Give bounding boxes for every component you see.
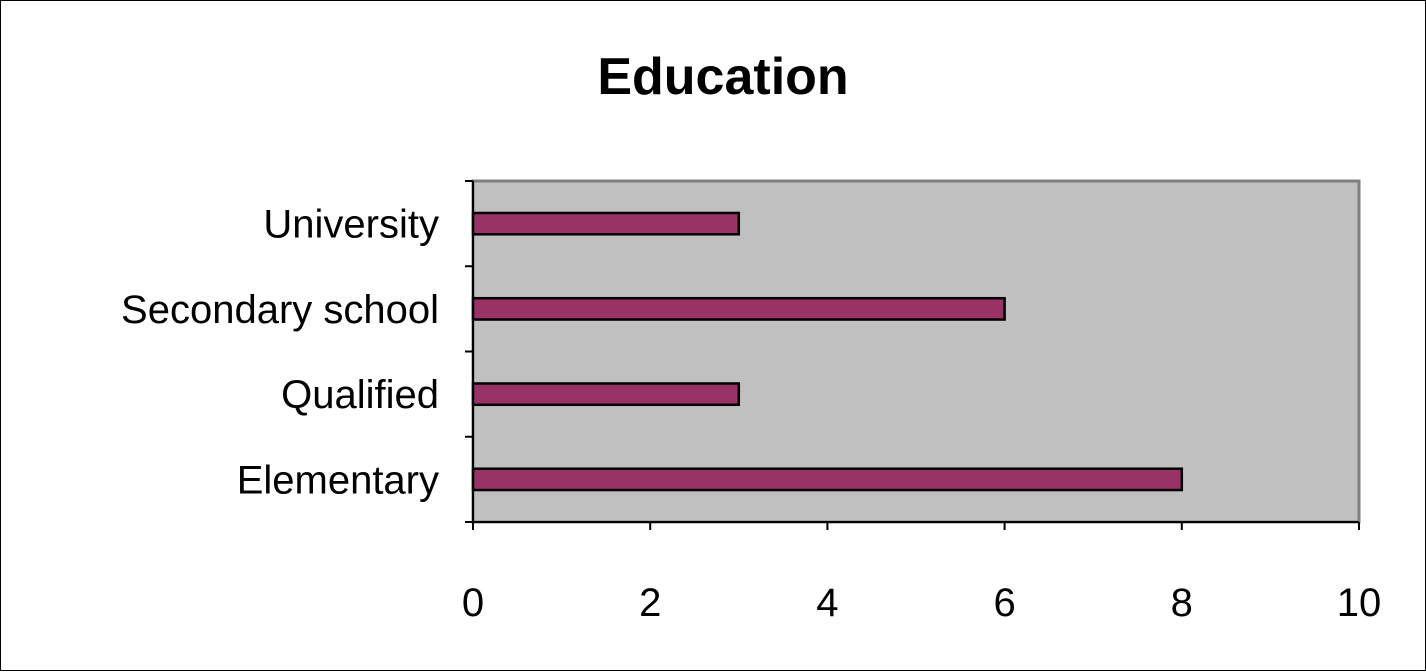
category-label: Secondary school xyxy=(121,288,439,332)
x-tick-label: 6 xyxy=(993,581,1015,625)
x-tick-label: 2 xyxy=(639,581,661,625)
bar-university xyxy=(471,211,741,236)
bar-elementary xyxy=(471,467,1184,492)
bar-secondary-school xyxy=(471,296,1006,321)
category-label: University xyxy=(263,203,439,247)
x-axis-ticks xyxy=(472,522,1360,530)
category-label: Elementary xyxy=(237,458,439,502)
x-tick-labels: 0 2 4 6 8 10 xyxy=(462,581,1381,625)
category-labels: Elementary Qualified Secondary school Unive… xyxy=(121,203,439,503)
x-tick-label: 10 xyxy=(1337,581,1382,625)
chart-title: Education xyxy=(597,48,848,106)
x-tick-label: 0 xyxy=(462,581,484,625)
plot-area xyxy=(471,179,1361,524)
category-label: Qualified xyxy=(281,373,439,417)
bar-qualified xyxy=(471,382,741,407)
y-axis-ticks xyxy=(465,180,473,523)
bars-group xyxy=(471,211,1184,492)
x-tick-label: 4 xyxy=(816,581,838,625)
x-tick-label: 8 xyxy=(1171,581,1193,625)
